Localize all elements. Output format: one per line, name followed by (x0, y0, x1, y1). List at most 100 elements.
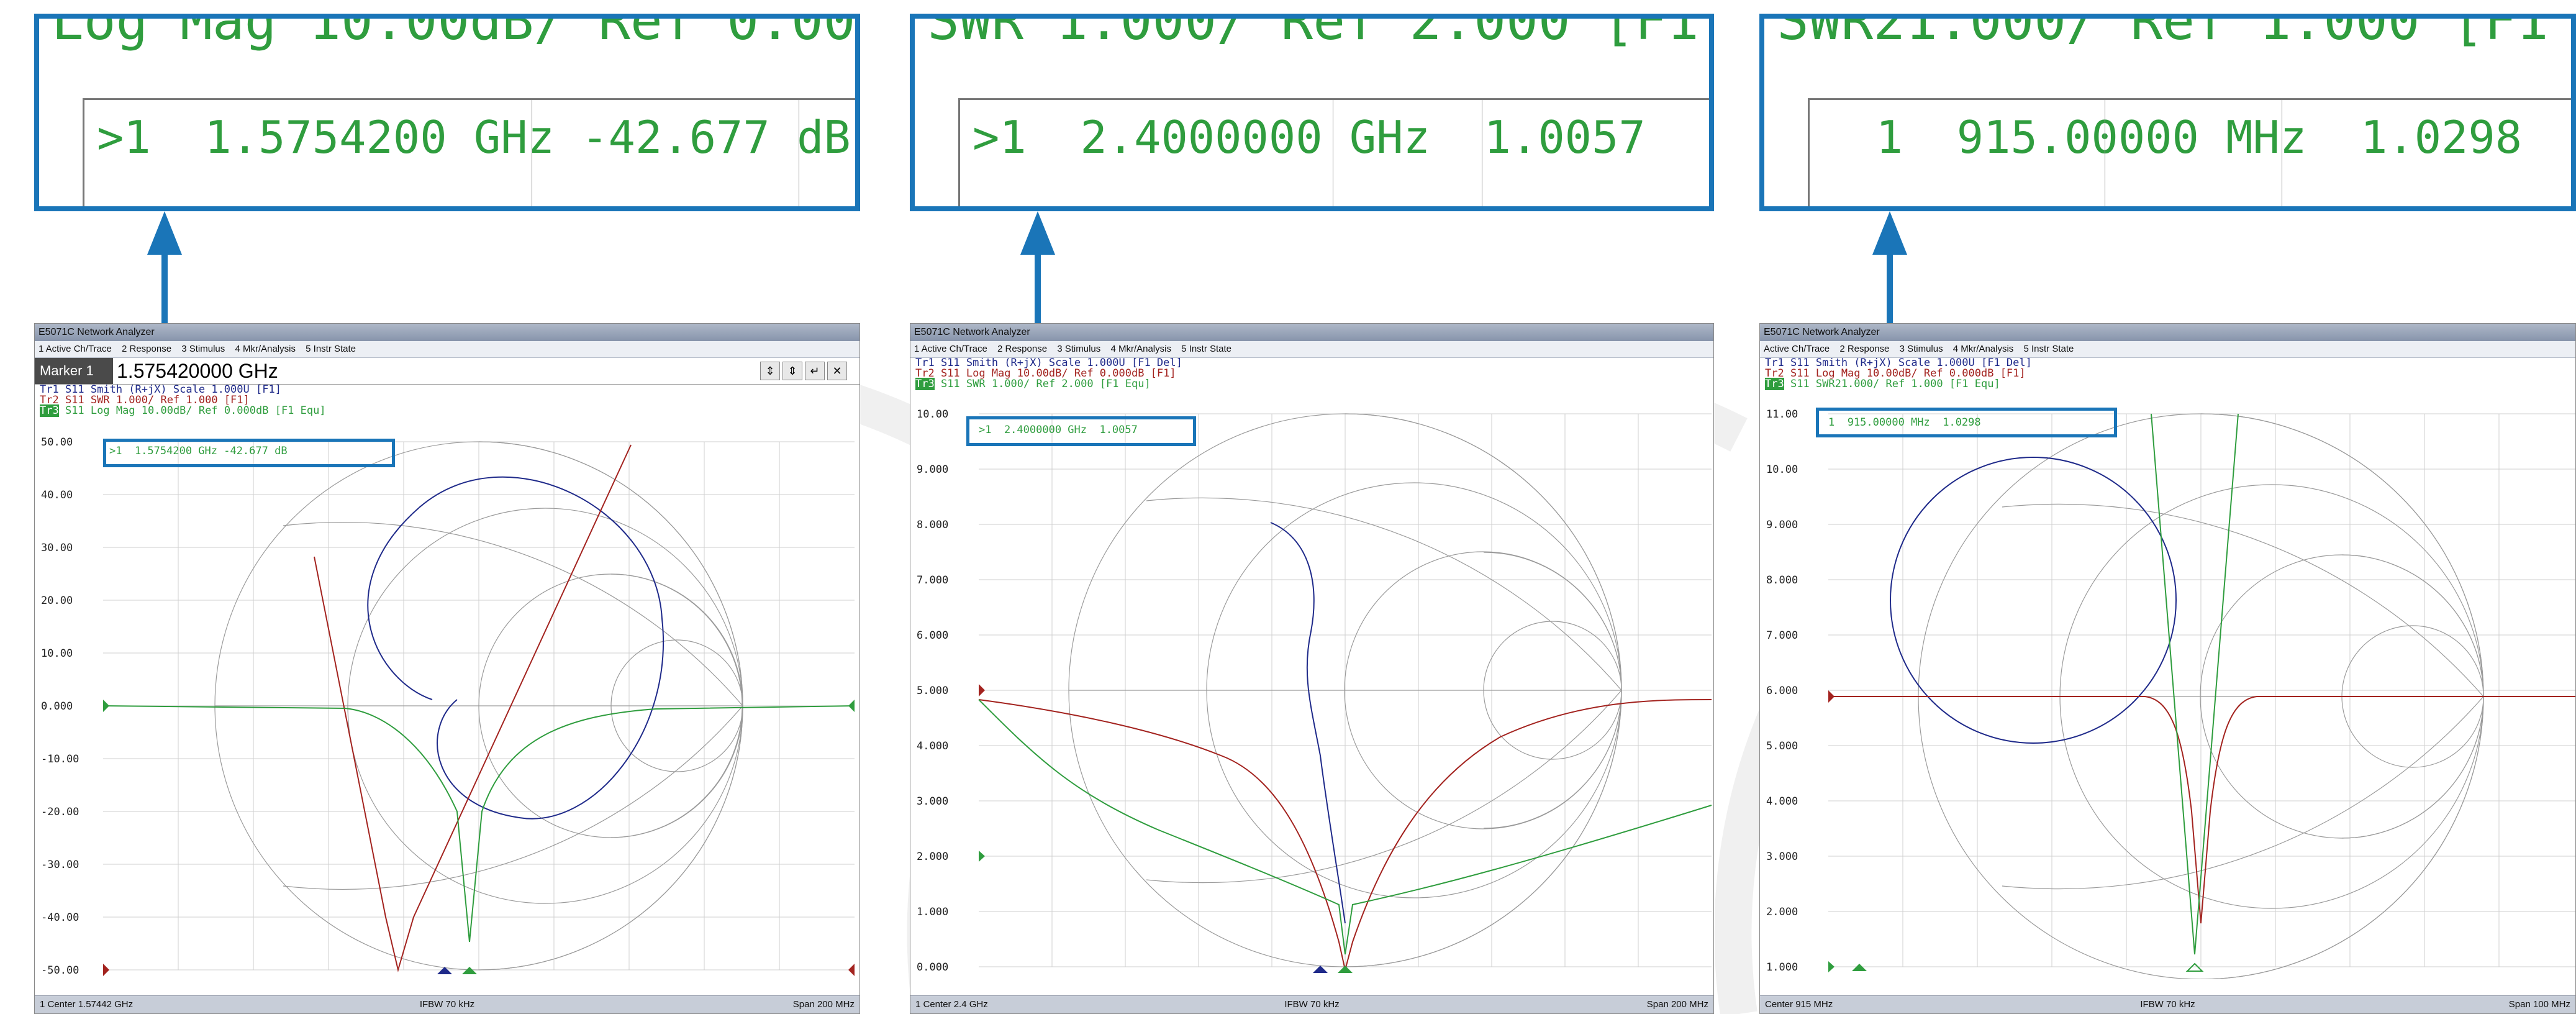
y-tick: 0.000 (917, 961, 949, 974)
marker-entry-bar: Marker 1 1.575420000 GHz ⇕ ⇕ ↵ ✕ (35, 358, 859, 385)
menu-bar: Active Ch/Trace 2 Response 3 Stimulus 4 … (1760, 341, 2575, 358)
plot-svg (978, 413, 1712, 973)
menu-item[interactable]: 4 Mkr/Analysis (235, 344, 296, 354)
menu-item[interactable]: 5 Instr State (306, 344, 356, 354)
menu-bar: 1 Active Ch/Trace 2 Response 3 Stimulus … (35, 341, 859, 358)
close-icon[interactable]: ✕ (827, 362, 847, 380)
zoom-callout-2: SWR 1.000/ Ref 2.000 [F1 Equ] >1 2.40000… (910, 14, 1714, 211)
marker-readout: >1 2.4000000 GHz 1.0057 (979, 424, 1138, 436)
y-tick: 20.00 (41, 595, 73, 607)
y-tick: 50.00 (41, 436, 73, 449)
zoom-top-text: SWR21.000/ Ref 1.000 [F1 Equ] (1777, 14, 2571, 52)
marker-readout: 1 915.00000 MHz 1.0298 (1828, 416, 1981, 429)
y-tick: 2.000 (917, 851, 949, 863)
y-tick: -40.00 (41, 911, 79, 924)
zoom-marker-box: >1 2.4000000 GHz 1.0057 (958, 98, 1709, 206)
zoom-marker-row: >1 1.5754200 GHz -42.677 dB (97, 111, 851, 163)
highlight-box (966, 416, 1196, 446)
window-title: E5071C Network Analyzer (1760, 324, 2575, 341)
menu-item[interactable]: 2 Response (122, 344, 172, 354)
menu-item[interactable]: 5 Instr State (2023, 344, 2074, 354)
y-tick: -50.00 (41, 964, 79, 977)
y-tick: -30.00 (41, 859, 79, 871)
zoom-marker-row: 1 915.00000 MHz 1.0298 (1875, 111, 2523, 163)
highlight-box (103, 439, 395, 467)
status-center: Center 915 MHz (1765, 999, 1833, 1010)
trace-3-label[interactable]: Tr3 S11 Log Mag 10.00dB/ Ref 0.000dB [F1… (40, 404, 326, 417)
zoom-top-text: Log Mag 10.00dB/ Ref 0.000dB [F1 (52, 14, 856, 52)
y-tick: 10.00 (41, 647, 73, 660)
plot-area: 50.00 40.00 30.00 20.00 10.00 0.000 -10.… (35, 432, 859, 979)
y-tick: 30.00 (41, 542, 73, 554)
y-tick: 4.000 (1766, 795, 1798, 808)
enter-icon[interactable]: ↵ (805, 362, 825, 380)
menu-item[interactable]: 4 Mkr/Analysis (1952, 344, 2014, 354)
status-ifbw: IFBW 70 kHz (419, 999, 475, 1010)
status-span: Span 100 MHz (2508, 999, 2570, 1010)
menu-item[interactable]: 3 Stimulus (1899, 344, 1943, 354)
trace-3-label[interactable]: Tr3 S11 SWR 1.000/ Ref 2.000 [F1 Equ] (915, 378, 1151, 390)
menu-item[interactable]: 3 Stimulus (1057, 344, 1101, 354)
y-tick: 5.000 (917, 685, 949, 697)
menu-item[interactable]: 1 Active Ch/Trace (39, 344, 112, 354)
step-button[interactable]: ⇕ (760, 362, 780, 380)
zoom-marker-box: >1 1.5754200 GHz -42.677 dB (83, 98, 855, 206)
y-tick: 3.000 (1766, 851, 1798, 863)
y-tick: 7.000 (1766, 629, 1798, 642)
trace-2-label[interactable]: Tr2 S11 SWR 1.000/ Ref 1.000 [F1] (40, 394, 250, 406)
status-center: 1 Center 2.4 GHz (915, 999, 988, 1010)
analyzer-window-3: E5071C Network Analyzer Active Ch/Trace … (1759, 323, 2576, 1014)
plot-svg (102, 441, 855, 976)
zoom-callout-1: Log Mag 10.00dB/ Ref 0.000dB [F1 >1 1.57… (34, 14, 860, 211)
menu-item[interactable]: Active Ch/Trace (1764, 344, 1830, 354)
y-tick: 9.000 (917, 464, 949, 476)
y-tick: 11.00 (1766, 408, 1798, 421)
plot-area: 11.00 10.00 9.000 8.000 7.000 6.000 5.00… (1760, 408, 2575, 980)
trace-1-label[interactable]: Tr1 S11 Smith (R+jX) Scale 1.000U [F1] (40, 383, 281, 396)
step-button[interactable]: ⇕ (782, 362, 802, 380)
trace-active-tag: Tr3 (915, 378, 935, 390)
status-bar: Center 915 MHz IFBW 70 kHz Span 100 MHz (1760, 995, 2575, 1013)
menu-item[interactable]: 2 Response (997, 344, 1048, 354)
analyzer-window-2: E5071C Network Analyzer 1 Active Ch/Trac… (910, 323, 1714, 1014)
marker-readout: >1 1.5754200 GHz -42.677 dB (109, 445, 288, 457)
trace-3-label[interactable]: Tr3 S11 SWR21.000/ Ref 1.000 [F1 Equ] (1765, 378, 2000, 390)
trace-2-label[interactable]: Tr2 S11 Log Mag 10.00dB/ Ref 0.000dB [F1… (915, 367, 1176, 380)
menu-item[interactable]: 3 Stimulus (181, 344, 225, 354)
y-tick: 1.000 (917, 906, 949, 918)
highlight-box (1816, 408, 2117, 437)
trace-active-tag: Tr3 (40, 404, 59, 417)
menu-item[interactable]: 2 Response (1839, 344, 1890, 354)
trace-2-label[interactable]: Tr2 S11 Log Mag 10.00dB/ Ref 0.000dB [F1… (1765, 367, 2026, 380)
status-span: Span 200 MHz (1646, 999, 1708, 1010)
marker-frequency-input[interactable]: 1.575420000 GHz (117, 360, 278, 382)
y-tick: 8.000 (1766, 574, 1798, 587)
menu-item[interactable]: 5 Instr State (1181, 344, 1232, 354)
status-ifbw: IFBW 70 kHz (2140, 999, 2195, 1010)
y-tick: 10.00 (1766, 464, 1798, 476)
window-title: E5071C Network Analyzer (910, 324, 1713, 341)
status-ifbw: IFBW 70 kHz (1284, 999, 1340, 1010)
arrow-up-icon (1020, 211, 1055, 255)
y-tick: 2.000 (1766, 906, 1798, 918)
status-center: 1 Center 1.57442 GHz (40, 999, 134, 1010)
arrow-up-icon (147, 211, 182, 255)
trace-1-label[interactable]: Tr1 S11 Smith (R+jX) Scale 1.000U [F1 De… (1765, 357, 2032, 369)
y-tick: 8.000 (917, 519, 949, 531)
trace-1-label[interactable]: Tr1 S11 Smith (R+jX) Scale 1.000U [F1 De… (915, 357, 1182, 369)
y-tick: 6.000 (917, 629, 949, 642)
menu-item[interactable]: 4 Mkr/Analysis (1110, 344, 1171, 354)
status-bar: 1 Center 1.57442 GHz IFBW 70 kHz Span 20… (35, 995, 859, 1013)
y-tick: 5.000 (1766, 740, 1798, 752)
zoom-callout-3: SWR21.000/ Ref 1.000 [F1 Equ] 1 915.0000… (1759, 14, 2576, 211)
menu-bar: 1 Active Ch/Trace 2 Response 3 Stimulus … (910, 341, 1713, 358)
zoom-marker-box: 1 915.00000 MHz 1.0298 (1808, 98, 2571, 206)
status-span: Span 200 MHz (792, 999, 855, 1010)
y-tick: 10.00 (917, 408, 949, 421)
menu-item[interactable]: 1 Active Ch/Trace (914, 344, 987, 354)
zoom-marker-row: >1 2.4000000 GHz 1.0057 (973, 111, 1646, 163)
arrow-up-icon (1872, 211, 1907, 255)
status-bar: 1 Center 2.4 GHz IFBW 70 kHz Span 200 MH… (910, 995, 1713, 1013)
y-tick: 40.00 (41, 489, 73, 501)
y-tick: -10.00 (41, 753, 79, 765)
